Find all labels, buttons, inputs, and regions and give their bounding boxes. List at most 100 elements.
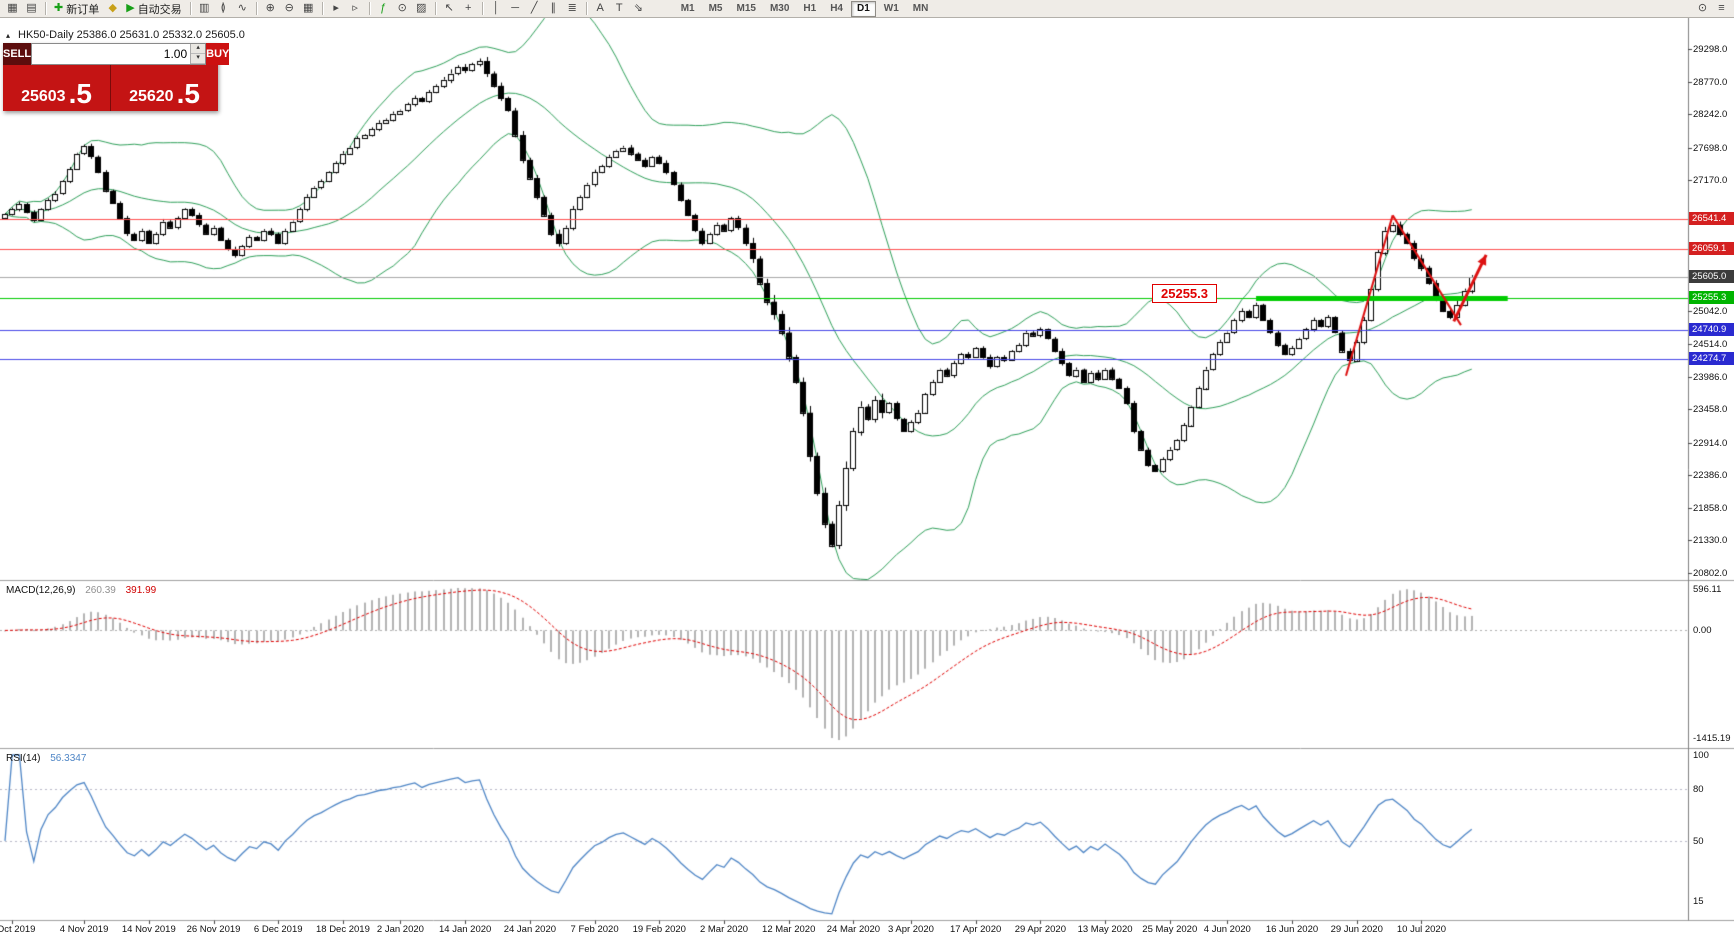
channel-icon: ∥ (550, 2, 556, 14)
macd-axis-tick: 0.00 (1693, 625, 1712, 637)
volume-decrease-button[interactable]: ▾ (191, 54, 206, 64)
price-axis-tick: 20802.0 (1693, 567, 1728, 579)
date-axis-label: 24 Jan 2020 (503, 924, 557, 935)
macd-axis-tick: -1415.19 (1693, 733, 1731, 744)
periods-button[interactable]: ⊙ (393, 1, 412, 17)
autotrading-icon: ▶ (126, 2, 135, 14)
rsi-axis-tick: 50 (1693, 835, 1704, 847)
toolbar-separator (45, 2, 46, 15)
trendline-icon: ╱ (530, 2, 538, 14)
volume-increase-button[interactable]: ▴ (191, 44, 206, 54)
tile-windows-button[interactable]: ▦ (299, 1, 318, 17)
metaeditor-button[interactable]: ◆ (103, 1, 122, 17)
rsi-name: RSI(14) (6, 753, 41, 764)
price-badge: 25605.0 (1689, 269, 1734, 283)
profiles-button[interactable]: ▤ (22, 1, 41, 17)
arrows-button[interactable]: ⇘ (629, 1, 648, 17)
toolbar-separator (189, 2, 191, 15)
text-label-button[interactable]: T (610, 1, 629, 17)
menu-button[interactable]: ≡ (1712, 1, 1731, 17)
date-axis-label: 17 Apr 2020 (950, 924, 1002, 935)
macd-axis-tick: 596.11 (1693, 584, 1722, 595)
tf-m30[interactable]: M30 (769, 3, 790, 14)
tf-m1[interactable]: M1 (680, 3, 695, 14)
crosshair-button[interactable]: + (459, 1, 478, 17)
candlestick-chart-button[interactable]: ≬ (214, 1, 233, 17)
tf-mn[interactable]: MN (912, 3, 929, 14)
auto-scroll-button[interactable]: ▸ (327, 1, 346, 17)
level-price-label[interactable]: 25255.3 (1152, 284, 1217, 303)
tf-h4[interactable]: H4 (830, 3, 843, 14)
zoom-in-icon: ⊕ (265, 2, 275, 14)
fibonacci-button[interactable]: ≣ (563, 1, 582, 17)
text-icon: A (596, 2, 604, 14)
rsi-axis-tick: 15 (1693, 895, 1704, 907)
new-order-icon: ✚ (54, 2, 64, 14)
new-chart-icon: ▦ (7, 2, 18, 14)
bar-chart-icon: ▥ (198, 2, 210, 14)
price-axis-tick: 23986.0 (1693, 371, 1728, 383)
autotrading-button[interactable]: ▶ 自动交易 (122, 1, 185, 17)
new-chart-button[interactable]: ▦ (3, 1, 22, 17)
tf-h1[interactable]: H1 (803, 3, 817, 14)
auto-scroll-icon: ▸ (333, 2, 339, 14)
date-axis-label: 25 May 2020 (1142, 924, 1198, 935)
sell-button[interactable]: SELL (3, 43, 32, 65)
line-chart-button[interactable]: ∿ (233, 1, 252, 17)
date-axis-label: 13 May 2020 (1077, 924, 1133, 935)
date-axis-label: 2 Mar 2020 (699, 924, 749, 935)
chart-title: HK50-Daily 25386.0 25631.0 25332.0 25605… (18, 29, 245, 41)
tf-d1[interactable]: D1 (851, 0, 876, 17)
date-axis-label: 16 Jun 2020 (1265, 924, 1319, 935)
date-axis-label: 6 Dec 2019 (253, 924, 303, 935)
volume-input[interactable] (32, 44, 191, 64)
price-badge: 26059.1 (1689, 241, 1734, 255)
rsi-axis-tick: 100 (1693, 750, 1709, 761)
sell-price-pip: .5 (68, 78, 92, 109)
toolbar-separator (585, 2, 587, 15)
cursor-button[interactable]: ↖ (440, 1, 459, 17)
price-axis-tick: 27170.0 (1693, 175, 1728, 187)
buy-price-button[interactable]: 25620 .5 (111, 65, 218, 111)
toolbar-separator (434, 2, 436, 15)
buy-button[interactable]: BUY (206, 43, 230, 65)
macd-name: MACD(12,26,9) (6, 585, 76, 596)
search-button[interactable]: ⊙ (1693, 1, 1712, 17)
sell-price-button[interactable]: 25603 .5 (3, 65, 110, 111)
indicators-button[interactable]: ƒ (374, 1, 393, 17)
chart-shift-button[interactable]: ▹ (346, 1, 365, 17)
date-axis-label: 24 Mar 2020 (826, 924, 881, 935)
tf-m15[interactable]: M15 (736, 3, 756, 14)
one-click-toggle-icon[interactable]: ▴ (6, 31, 11, 40)
toolbar-separator (481, 2, 483, 15)
tf-w1[interactable]: W1 (883, 3, 899, 14)
tf-m5[interactable]: M5 (708, 3, 723, 14)
channel-button[interactable]: ∥ (544, 1, 563, 17)
new-order-button[interactable]: ✚ 新订单 (50, 1, 103, 17)
autotrading-button-label: 自动交易 (137, 3, 182, 16)
date-axis-label: 4 Jun 2020 (1203, 924, 1251, 935)
price-axis-tick: 25042.0 (1693, 306, 1728, 318)
text-button[interactable]: A (591, 1, 610, 17)
price-badge: 24274.7 (1689, 351, 1734, 365)
vertical-line-button[interactable]: │ (487, 1, 506, 17)
periods-icon: ⊙ (397, 2, 407, 14)
bar-chart-button[interactable]: ▥ (195, 1, 214, 17)
templates-button[interactable]: ▨ (412, 1, 431, 17)
one-click-trading-panel: SELL ▴ ▾ BUY 25603 .5 25620 .5 (3, 43, 230, 111)
line-chart-icon: ∿ (237, 2, 247, 14)
zoom-in-button[interactable]: ⊕ (261, 1, 280, 17)
rsi-value: 56.3347 (50, 753, 87, 764)
trendline-button[interactable]: ╱ (525, 1, 544, 17)
vertical-line-icon: │ (492, 2, 500, 14)
profiles-icon: ▤ (26, 2, 37, 14)
zoom-out-icon: ⊖ (284, 2, 294, 14)
zoom-out-button[interactable]: ⊖ (280, 1, 299, 17)
rsi-axis-tick: 80 (1693, 784, 1704, 796)
horizontal-line-button[interactable]: ─ (506, 1, 525, 17)
cursor-icon: ↖ (444, 2, 454, 14)
date-axis-label: 14 Jan 2020 (439, 924, 492, 935)
toolbar-separator (368, 2, 370, 15)
